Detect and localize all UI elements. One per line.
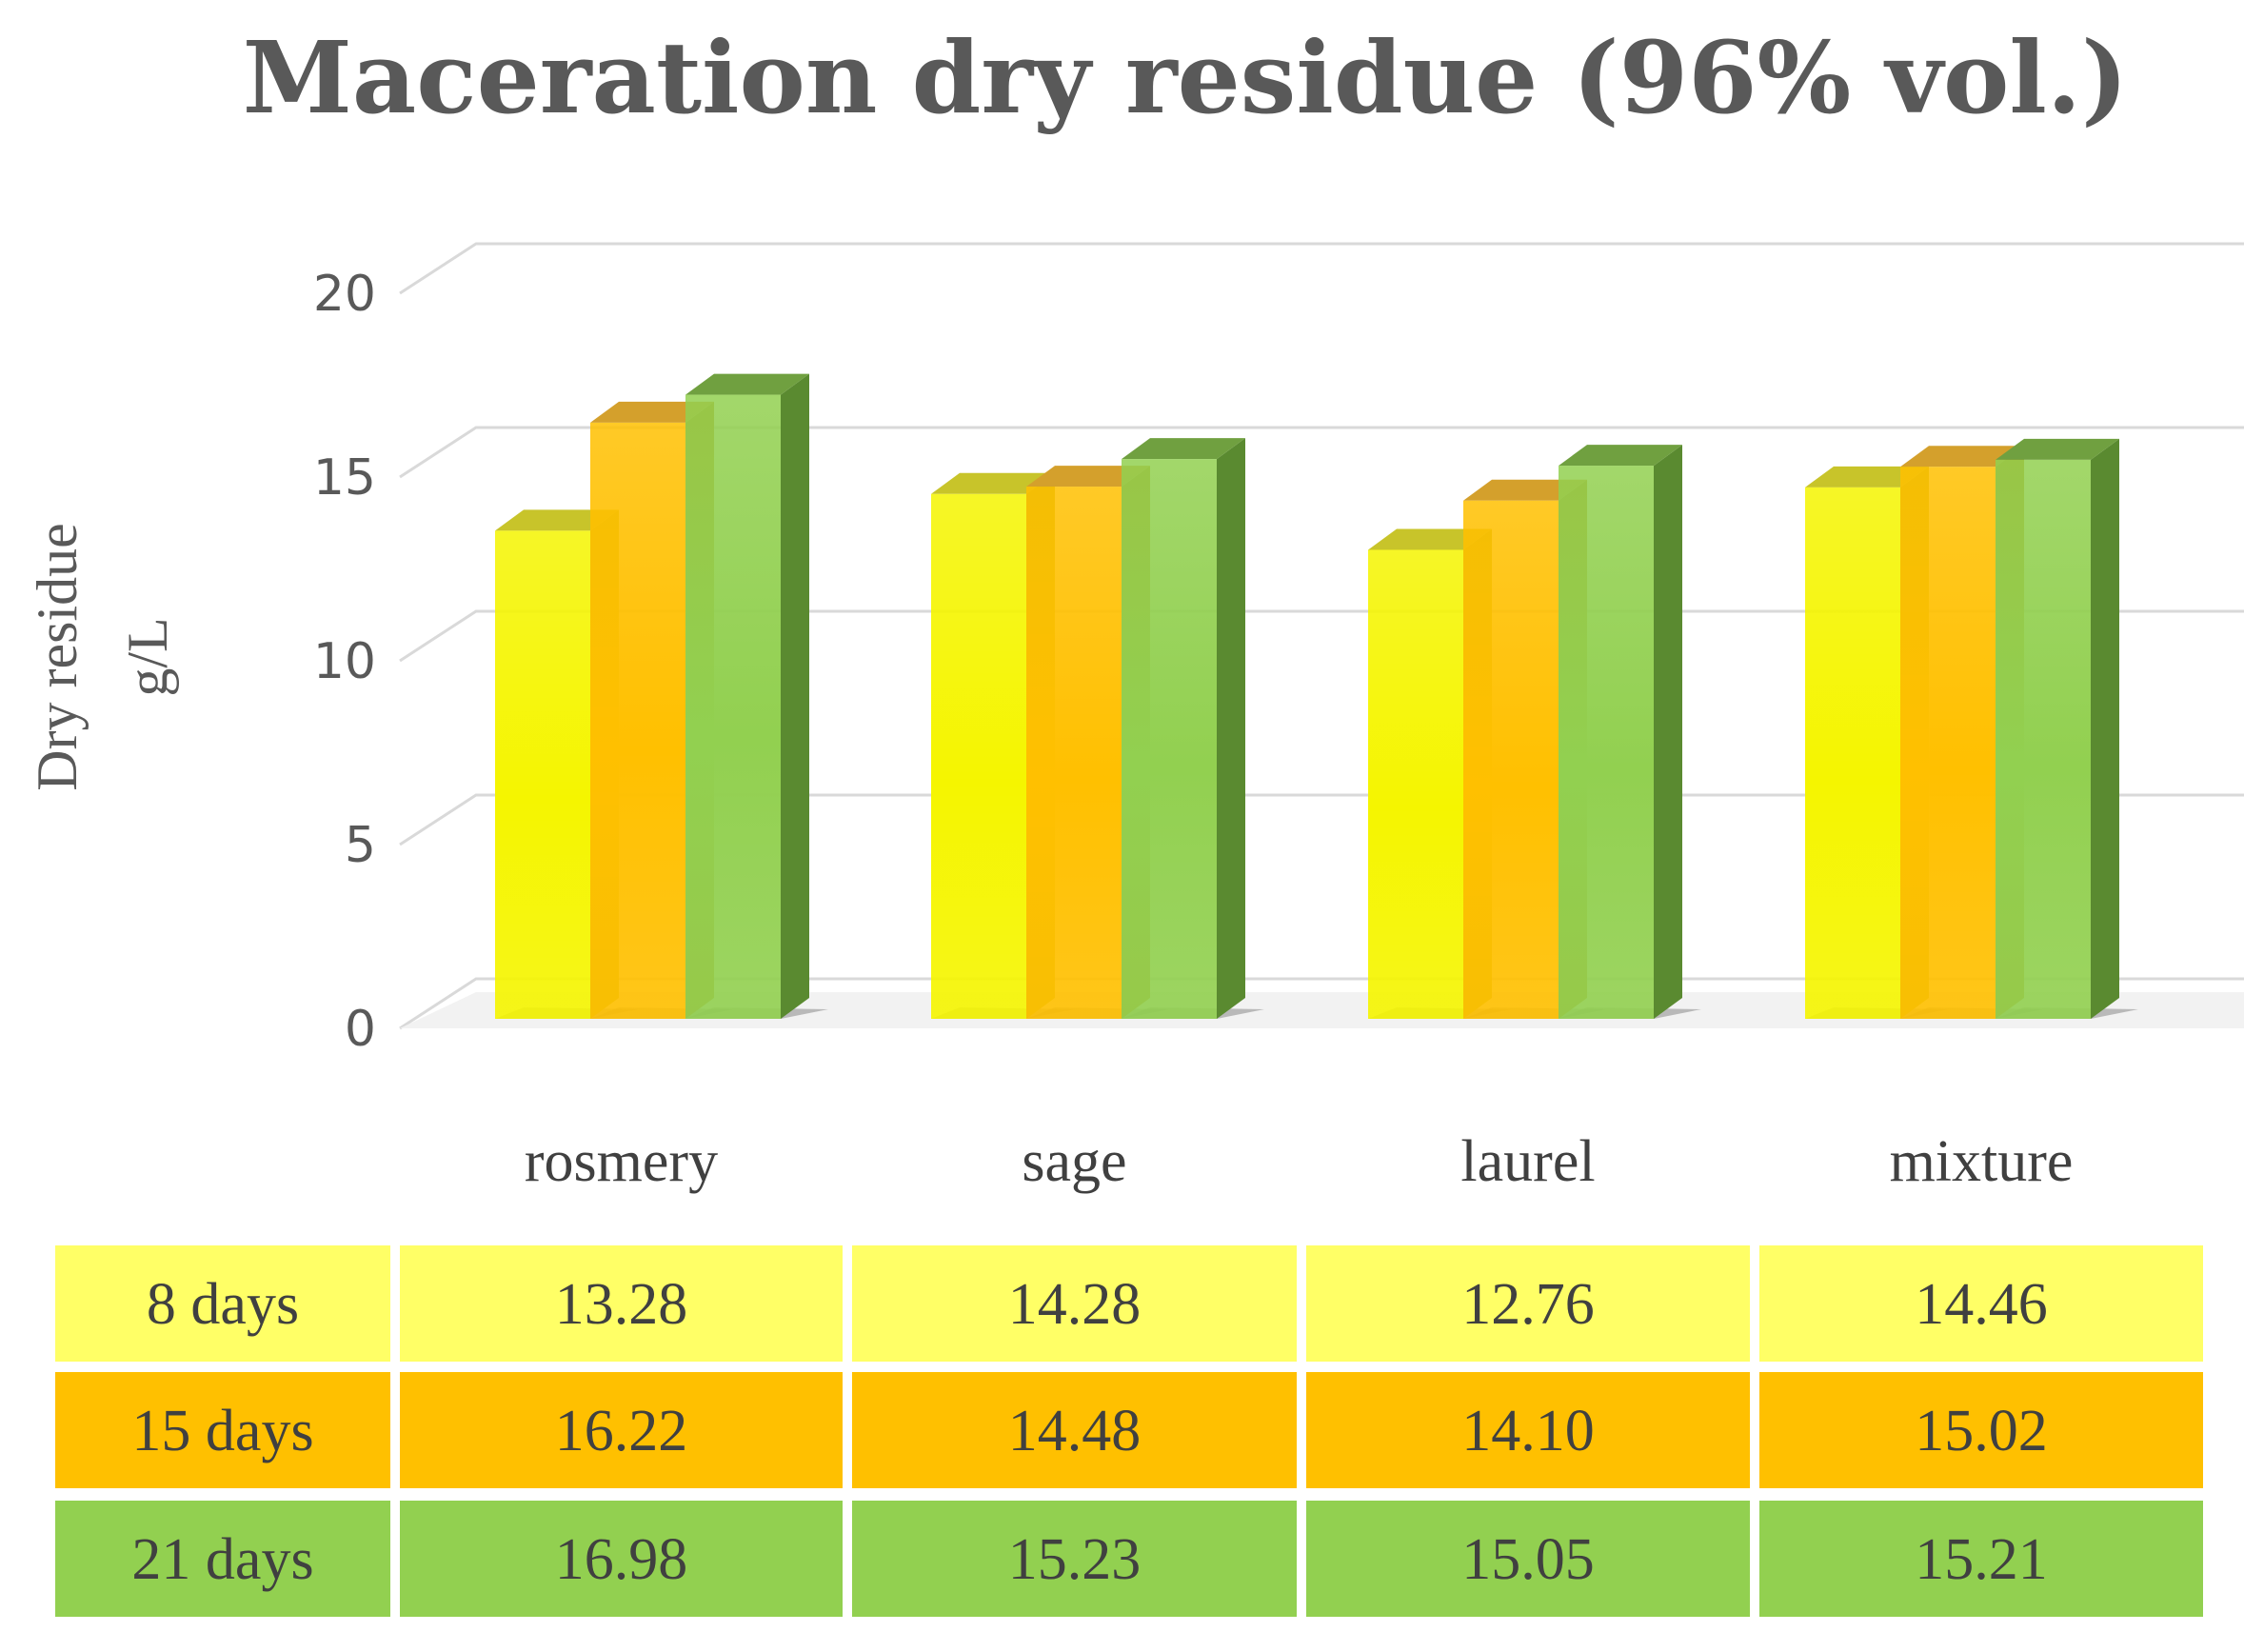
bar-front — [931, 493, 1026, 1019]
bar-front — [590, 422, 685, 1020]
bar — [1559, 445, 1701, 1019]
x-category-label: laurel — [1460, 1129, 1595, 1194]
bar-front — [1026, 487, 1122, 1019]
bar-top — [1026, 466, 1150, 488]
data-label: 15.21 — [1915, 1527, 2048, 1592]
bar-top — [931, 472, 1055, 494]
bar-front — [1463, 500, 1559, 1019]
bar-side — [781, 373, 809, 1019]
table-cell — [1306, 1501, 1750, 1617]
chart-title: Maceration dry residue (96% vol.) — [243, 19, 2128, 136]
bar-front — [685, 394, 781, 1019]
data-label: 14.28 — [1008, 1272, 1142, 1337]
table-cell — [852, 1372, 1297, 1488]
y-tick-label: 0 — [345, 1001, 376, 1058]
bar-top — [685, 373, 809, 395]
bar-front — [1996, 459, 2091, 1019]
legend-label: 21 days — [131, 1527, 313, 1592]
x-category-label: mixture — [1890, 1129, 2074, 1194]
data-label: 16.98 — [555, 1527, 688, 1592]
table-legend-cell — [55, 1372, 390, 1488]
y-axis-label: Dry residue g/L — [26, 523, 179, 791]
table-cell — [400, 1245, 843, 1362]
table-cell — [1759, 1372, 2203, 1488]
bar-top — [1996, 438, 2119, 460]
gridline — [399, 426, 2244, 479]
data-label: 16.22 — [555, 1399, 688, 1463]
bar — [1996, 438, 2138, 1019]
bar-front — [1805, 487, 1900, 1019]
legend-label: 8 days — [147, 1272, 299, 1337]
bar-front — [1368, 549, 1463, 1019]
data-label: 14.48 — [1008, 1399, 1142, 1463]
data-label: 15.23 — [1008, 1527, 1142, 1592]
table-cell — [852, 1501, 1297, 1617]
table-cell — [1306, 1245, 1750, 1362]
y-tick-label: 5 — [345, 817, 376, 874]
gridline — [399, 242, 2244, 295]
data-label: 15.05 — [1461, 1527, 1595, 1592]
data-label: 14.46 — [1915, 1272, 2048, 1337]
y-tick-label: 10 — [313, 633, 376, 690]
table-cell — [400, 1372, 843, 1488]
y-tick-label: 15 — [313, 449, 376, 507]
table-cell — [852, 1245, 1297, 1362]
bar-front — [1122, 459, 1217, 1019]
y-tick-label: 20 — [313, 266, 376, 323]
bar-top — [1559, 445, 1682, 467]
bar-side — [2091, 438, 2119, 1019]
chart-floor — [400, 992, 2244, 1028]
data-table: rosmery sage laurel mixture 8 days 13.28 14.28… — [55, 1129, 2203, 1617]
x-category-label: sage — [1022, 1129, 1126, 1194]
bar-top — [495, 509, 619, 531]
bar-top — [590, 401, 714, 423]
bar-top — [1805, 466, 1929, 488]
bar-front — [495, 530, 590, 1019]
table-cell — [1306, 1372, 1750, 1488]
bar-front — [1900, 467, 1996, 1019]
y-axis-label-line-2: g/L — [116, 617, 179, 696]
bar-top — [1368, 528, 1492, 550]
x-category-label: rosmery — [525, 1129, 718, 1194]
y-axis-ticks: 0 5 10 15 20 — [313, 266, 376, 1058]
table-cell — [1759, 1501, 2203, 1617]
table-legend-cell — [55, 1501, 390, 1617]
bar — [1122, 438, 1264, 1019]
legend-label: 15 days — [131, 1399, 313, 1463]
floor-plane — [400, 992, 2244, 1028]
bar-top — [1122, 438, 1245, 460]
bar-top — [1463, 479, 1587, 501]
data-label: 14.10 — [1461, 1399, 1595, 1463]
bar — [1805, 466, 1948, 1019]
y-axis-label-line-1: Dry residue — [26, 523, 89, 791]
bar-front — [1559, 466, 1654, 1019]
data-label: 15.02 — [1915, 1399, 2048, 1463]
bar — [685, 373, 828, 1019]
table-legend-cell — [55, 1245, 390, 1362]
data-label: 13.28 — [555, 1272, 688, 1337]
bars — [495, 373, 2138, 1020]
table-cell — [1759, 1245, 2203, 1362]
bar-side — [1217, 438, 1245, 1019]
table-cell — [400, 1501, 843, 1617]
bar-top — [1900, 446, 2024, 468]
data-label: 12.76 — [1461, 1272, 1595, 1337]
bar-side — [1654, 445, 1682, 1019]
